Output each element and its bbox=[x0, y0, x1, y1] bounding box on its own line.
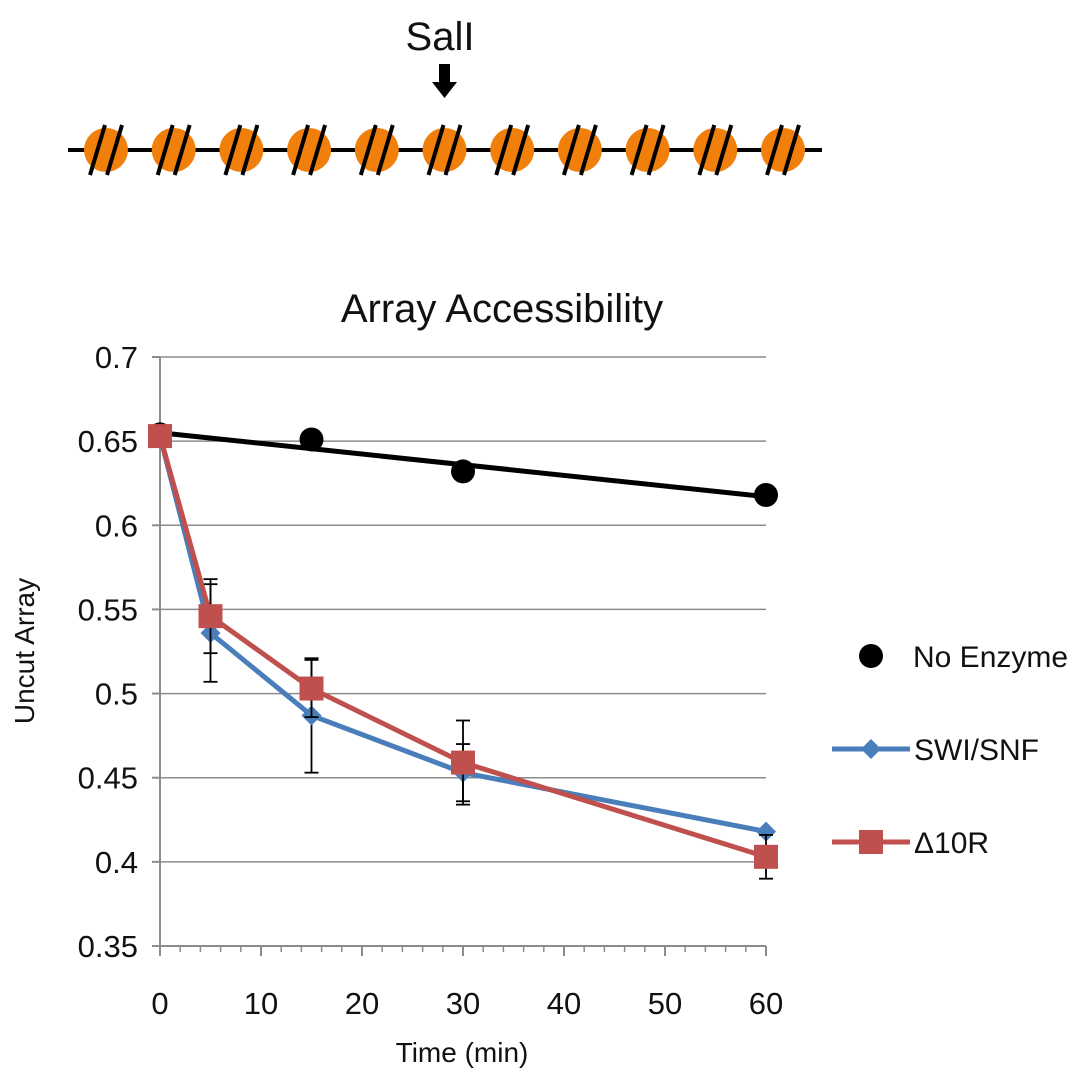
legend-item-swi-snf: SWI/SNF bbox=[832, 734, 1039, 767]
legend-label: Δ10R bbox=[914, 827, 989, 860]
y-tick-label: 0.4 bbox=[95, 845, 138, 880]
y-tick-label: 0.5 bbox=[95, 677, 138, 712]
y-tick-label: 0.65 bbox=[78, 424, 138, 459]
x-tick-label: 50 bbox=[648, 986, 682, 1021]
nucleosome bbox=[151, 124, 196, 176]
y-tick-label: 0.35 bbox=[78, 929, 138, 964]
legend-marker bbox=[859, 644, 883, 668]
line-chart: Array Accessibility 0.350.40.450.50.550.… bbox=[9, 287, 1068, 1068]
data-point bbox=[754, 844, 778, 869]
x-tick-label: 30 bbox=[446, 986, 480, 1021]
data-point bbox=[198, 604, 223, 629]
y-tick-label: 0.6 bbox=[95, 508, 138, 543]
nucleosome bbox=[354, 124, 399, 176]
nucleosome bbox=[557, 124, 602, 176]
data-point bbox=[148, 424, 172, 449]
data-point bbox=[756, 821, 776, 842]
x-tick-label: 40 bbox=[547, 986, 581, 1021]
nucleosome bbox=[287, 124, 332, 176]
x-tick-label: 0 bbox=[151, 986, 168, 1021]
nucleosome bbox=[219, 124, 264, 176]
legend-item-10r: Δ10R bbox=[832, 827, 989, 860]
series-10r bbox=[148, 424, 778, 880]
x-axis-label: Time (min) bbox=[396, 1037, 529, 1068]
legend-item-no-enzyme: No Enzyme bbox=[859, 641, 1068, 674]
x-tick-label: 20 bbox=[345, 986, 379, 1021]
x-tick-labels: 0 10 20 30 40 50 60 bbox=[151, 986, 783, 1021]
nucleosome-array-diagram: SalI bbox=[68, 15, 822, 176]
data-point bbox=[299, 427, 324, 452]
x-tick-label: 10 bbox=[244, 986, 278, 1021]
legend: No Enzyme SWI/SNF Δ10R bbox=[832, 641, 1068, 860]
nucleosomes bbox=[84, 124, 805, 176]
legend-label: SWI/SNF bbox=[914, 734, 1039, 767]
legend-marker bbox=[859, 830, 883, 854]
data-point bbox=[451, 459, 475, 484]
y-tick-label: 0.7 bbox=[95, 340, 138, 375]
chart-title: Array Accessibility bbox=[341, 287, 663, 331]
nucleosome bbox=[625, 124, 670, 176]
plot-area bbox=[148, 422, 778, 880]
down-arrow-icon bbox=[432, 64, 457, 98]
series-no-enzyme bbox=[148, 422, 778, 507]
nucleosome bbox=[693, 124, 738, 176]
nucleosome bbox=[761, 124, 805, 176]
y-tick-label: 0.55 bbox=[78, 592, 138, 627]
nucleosome bbox=[490, 124, 535, 176]
nucleosome-sali-site bbox=[422, 124, 467, 176]
data-point bbox=[754, 482, 778, 507]
x-tick-label: 60 bbox=[749, 986, 783, 1021]
y-axis-label: Uncut Array bbox=[9, 578, 40, 724]
data-point bbox=[451, 750, 475, 775]
y-tick-label: 0.45 bbox=[78, 761, 138, 796]
legend-marker bbox=[861, 739, 881, 759]
y-tick-labels: 0.35 0.4 0.45 0.5 0.55 0.6 0.65 0.7 bbox=[78, 340, 138, 964]
nucleosome bbox=[84, 124, 128, 176]
legend-label: No Enzyme bbox=[913, 641, 1068, 674]
sali-site-label: SalI bbox=[406, 15, 475, 59]
axes bbox=[152, 356, 767, 956]
data-point bbox=[299, 676, 324, 701]
